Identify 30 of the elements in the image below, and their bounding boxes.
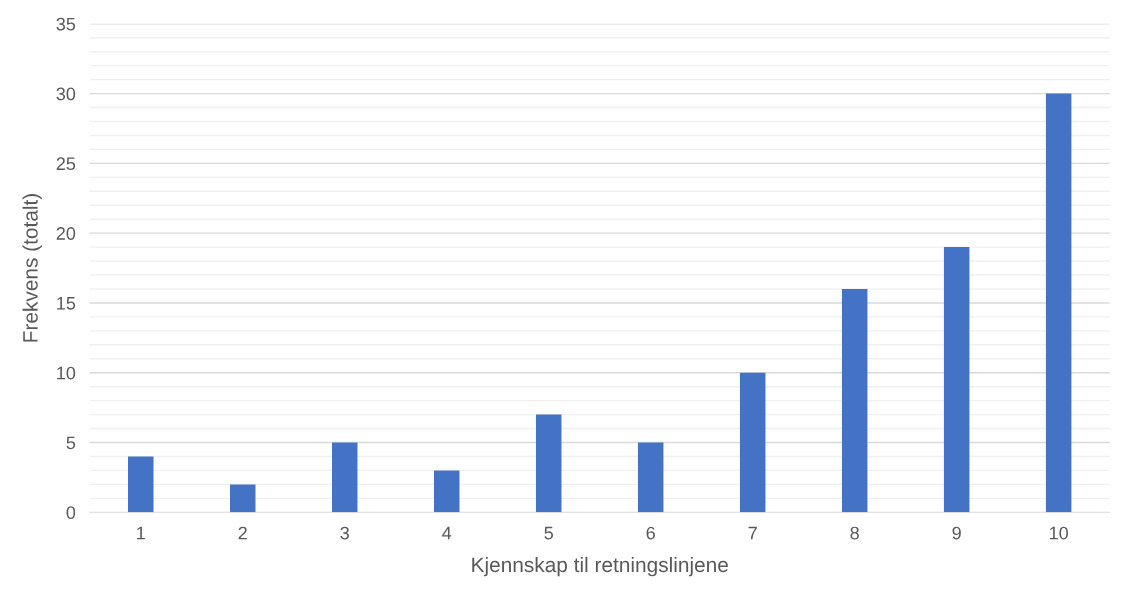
x-tick-label: 2 [238, 526, 247, 540]
y-tick-label: 25 [56, 157, 76, 171]
x-axis-title: Kjennskap til retningslinjene [472, 556, 728, 577]
x-tick-label: 10 [1050, 526, 1068, 540]
x-tick-label: 6 [646, 526, 655, 540]
x-tick-label: 1 [137, 526, 145, 540]
x-tick-label: 8 [850, 526, 859, 540]
y-tick-label: 35 [56, 17, 76, 31]
bar [128, 456, 154, 513]
x-tick-label: 4 [442, 526, 452, 540]
y-tick-label: 0 [66, 506, 76, 520]
bar [331, 442, 358, 513]
x-tick-label: 7 [748, 526, 757, 540]
bar [637, 442, 664, 513]
y-tick-label: 5 [66, 436, 76, 450]
bar [230, 484, 256, 513]
x-tick-label: 5 [544, 526, 553, 540]
y-tick-label: 15 [57, 297, 76, 310]
bar [433, 470, 460, 513]
y-tick-label: 20 [56, 227, 76, 240]
x-tick-label: 3 [340, 526, 349, 540]
y-tick-label: 30 [56, 87, 76, 101]
bar [943, 247, 970, 513]
bar [841, 288, 868, 513]
bar [739, 372, 766, 513]
y-axis-title: Frekvens (totalt) [22, 194, 42, 342]
bar [535, 414, 562, 513]
x-tick-label: 9 [952, 526, 961, 540]
y-tick-label: 10 [57, 366, 76, 380]
bar [1045, 93, 1072, 513]
